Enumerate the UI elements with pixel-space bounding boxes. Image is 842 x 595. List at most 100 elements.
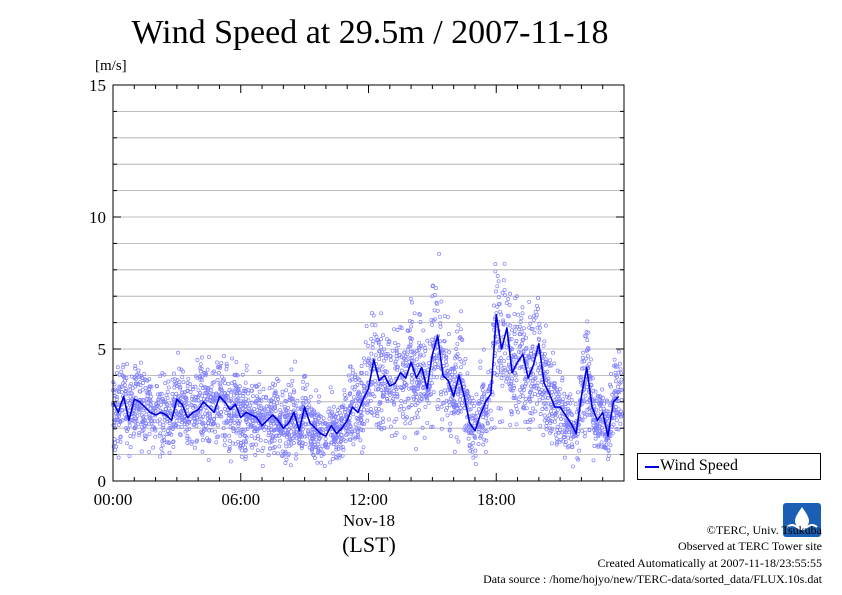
scatter-point xyxy=(379,311,384,316)
scatter-point xyxy=(113,440,118,445)
scatter-point xyxy=(571,421,576,426)
scatter-point xyxy=(531,417,535,422)
scatter-point xyxy=(406,344,411,349)
scatter-point xyxy=(358,414,363,418)
scatter-point xyxy=(154,402,158,407)
scatter-point xyxy=(488,408,493,413)
scatter-point xyxy=(442,314,447,319)
scatter-point xyxy=(517,324,522,329)
scatter-point xyxy=(233,402,237,407)
scatter-point xyxy=(338,453,343,458)
scatter-point xyxy=(504,376,509,381)
scatter-point xyxy=(513,324,518,329)
scatter-point xyxy=(519,329,524,334)
scatter-point xyxy=(195,411,200,416)
scatter-point xyxy=(339,404,344,409)
scatter-point xyxy=(450,366,454,371)
scatter-point xyxy=(185,384,190,389)
scatter-point xyxy=(243,380,248,385)
scatter-point xyxy=(507,302,512,307)
scatter-point xyxy=(512,311,517,316)
scatter-point xyxy=(522,388,526,392)
scatter-point xyxy=(241,391,246,396)
scatter-point xyxy=(536,307,541,311)
scatter-point xyxy=(517,327,522,332)
scatter-point xyxy=(355,426,359,431)
scatter-point xyxy=(372,332,377,337)
scatter-point xyxy=(529,384,533,389)
scatter-point xyxy=(516,400,521,404)
scatter-point xyxy=(326,409,331,414)
scatter-point xyxy=(427,341,432,346)
scatter-point xyxy=(444,348,449,353)
scatter-point xyxy=(552,361,557,366)
scatter-point xyxy=(365,401,370,406)
scatter-point xyxy=(544,378,549,383)
scatter-point xyxy=(284,444,289,449)
scatter-point xyxy=(167,450,172,455)
scatter-point xyxy=(412,311,417,316)
scatter-point xyxy=(261,406,266,411)
scatter-point xyxy=(293,403,298,408)
scatter-point xyxy=(594,399,599,403)
scatter-point xyxy=(618,361,622,366)
scatter-point xyxy=(240,448,245,453)
scatter-point xyxy=(171,444,176,449)
scatter-point xyxy=(486,389,491,393)
scatter-point xyxy=(375,387,380,392)
scatter-point xyxy=(199,383,204,388)
scatter-point xyxy=(453,404,458,409)
scatter-point xyxy=(198,366,203,371)
scatter-point xyxy=(284,399,289,404)
scatter-point xyxy=(317,436,322,441)
scatter-point xyxy=(170,440,175,445)
scatter-point xyxy=(363,340,368,345)
scatter-point xyxy=(125,441,130,446)
scatter-point xyxy=(362,422,367,427)
scatter-point xyxy=(348,403,353,408)
scatter-point xyxy=(397,407,402,412)
scatter-point xyxy=(376,341,381,346)
scatter-point xyxy=(283,408,288,413)
scatter-point xyxy=(512,393,517,398)
scatter-point xyxy=(606,409,611,414)
scatter-point xyxy=(455,329,459,334)
scatter-point xyxy=(428,384,432,389)
scatter-point xyxy=(536,296,540,301)
scatter-point xyxy=(228,419,233,424)
scatter-point xyxy=(617,349,621,354)
scatter-point xyxy=(438,324,443,329)
scatter-point xyxy=(278,416,283,421)
scatter-point xyxy=(283,461,288,465)
scatter-point xyxy=(259,406,264,411)
scatter-point xyxy=(414,392,418,397)
scatter-point xyxy=(158,431,163,436)
scatter-point xyxy=(214,435,219,440)
scatter-point xyxy=(405,347,410,352)
scatter-point xyxy=(587,428,592,433)
scatter-point xyxy=(392,393,397,398)
scatter-point xyxy=(416,384,421,389)
scatter-point xyxy=(331,404,336,409)
scatter-point xyxy=(167,441,172,446)
scatter-point xyxy=(438,321,443,326)
scatter-point xyxy=(463,357,468,362)
scatter-point xyxy=(373,382,378,387)
scatter-point xyxy=(408,349,413,354)
scatter-point xyxy=(585,400,590,405)
scatter-point xyxy=(123,378,128,383)
scatter-point xyxy=(136,382,141,386)
scatter-point xyxy=(169,401,174,406)
scatter-point xyxy=(373,406,378,411)
scatter-point xyxy=(468,407,473,412)
scatter-point xyxy=(467,444,472,449)
scatter-point xyxy=(205,397,210,402)
scatter-point xyxy=(349,377,354,382)
scatter-point xyxy=(458,405,463,410)
scatter-point xyxy=(396,343,401,347)
scatter-point xyxy=(509,336,514,341)
scatter-point xyxy=(216,364,221,369)
scatter-point xyxy=(369,351,374,356)
scatter-point xyxy=(521,404,526,409)
scatter-point xyxy=(271,435,275,440)
